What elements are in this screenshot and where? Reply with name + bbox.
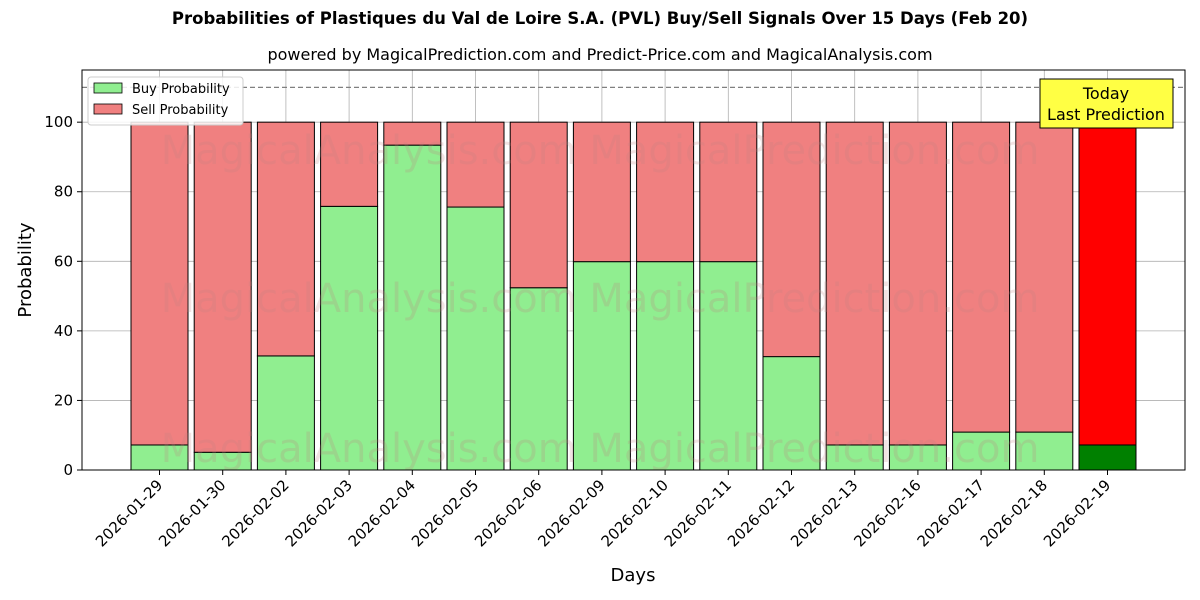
y-tick-label: 40 [54,322,73,340]
y-tick-label: 0 [63,461,73,479]
bar-sell-2026-02-19 [1078,121,1137,446]
x-axis: 2026-01-292026-01-302026-02-022026-02-03… [92,470,1114,550]
bars [130,121,1137,471]
y-tick-label: 60 [54,252,73,270]
bar-sell-2026-02-06 [509,121,568,289]
legend-swatch-buy [93,82,123,94]
today-annotation: Today Last Prediction [1039,78,1174,129]
bar-sell-2026-02-10 [636,121,695,263]
bar-buy-2026-02-11 [699,261,758,471]
y-tick-label: 20 [54,391,73,409]
x-tick-label: 2026-02-04 [345,476,419,550]
bar-sell-2026-01-30 [193,121,252,453]
bar-sell-2026-02-18 [1015,121,1074,433]
y-tick-label: 100 [44,113,73,131]
x-tick-label: 2026-02-16 [850,476,924,550]
y-axis: 0 20 40 60 80 100 [44,113,82,479]
x-tick-label: 2026-02-13 [787,476,861,550]
annotation-line-1: Today [1082,84,1129,103]
watermark: MagicalAnalysis.com MagicalPrediction.co… [161,128,1040,472]
x-tick-label: 2026-02-12 [724,476,798,550]
bar-sell-2026-02-11 [699,121,758,263]
bar-buy-2026-02-12 [762,356,821,471]
watermark-text: MagicalAnalysis.com MagicalPrediction.co… [161,426,1040,472]
watermark-text: MagicalAnalysis.com MagicalPrediction.co… [161,276,1040,322]
plot-frame [81,69,1186,471]
bar-sell-2026-02-09 [572,121,631,263]
x-tick-label: 2026-02-17 [914,476,988,550]
bar-sell-2026-02-13 [825,121,884,446]
chart-title: Probabilities of Plastiques du Val de Lo… [171,9,1029,28]
y-tick-label: 80 [54,183,73,201]
x-tick-label: 2026-02-10 [598,476,672,550]
x-tick-label: 2026-02-05 [408,476,482,550]
legend-swatch-sell [93,103,123,115]
x-tick-label: 2026-02-11 [661,476,735,550]
bar-sell-2026-02-04 [383,121,442,146]
legend-frame [87,76,244,126]
bar-buy-2026-02-03 [320,205,379,471]
bar-sell-2026-02-03 [320,121,379,207]
x-tick-label: 2026-01-30 [155,476,229,550]
x-tick-label: 2026-02-18 [977,476,1051,550]
x-tick-label: 2026-02-06 [471,476,545,550]
bar-buy-2026-02-10 [636,261,695,471]
bar-buy-2026-02-04 [383,144,442,471]
x-tick-label: 2026-02-09 [534,476,608,550]
x-tick-label: 2026-02-03 [282,476,356,550]
bar-sell-2026-02-02 [256,121,315,357]
x-tick-label: 2026-02-02 [218,476,292,550]
legend-label-buy: Buy Probability [132,82,230,97]
bar-sell-2026-02-17 [952,121,1011,433]
legend-label-sell: Sell Probability [132,103,229,118]
bar-buy-2026-02-19 [1078,444,1137,471]
bar-sell-2026-02-16 [888,121,947,446]
bar-sell-2026-02-12 [762,121,821,358]
bar-buy-2026-02-02 [256,355,315,471]
x-tick-label: 2026-01-29 [92,476,166,550]
legend: Buy Probability Sell Probability [87,76,244,126]
y-axis-label: Probability [15,222,36,317]
x-tick-label: 2026-02-19 [1040,476,1114,550]
annotation-box [1039,78,1174,129]
bar-buy-2026-02-16 [888,444,947,471]
chart-subtitle: powered by MagicalPrediction.com and Pre… [267,45,933,64]
bar-sell-2026-02-05 [446,121,505,208]
x-axis-label: Days [611,565,656,586]
bar-buy-2026-02-17 [952,431,1011,471]
bar-buy-2026-02-13 [825,444,884,471]
watermark-text: MagicalAnalysis.com MagicalPrediction.co… [161,128,1040,174]
annotation-line-2: Last Prediction [1047,105,1165,124]
bar-buy-2026-02-06 [509,287,568,471]
